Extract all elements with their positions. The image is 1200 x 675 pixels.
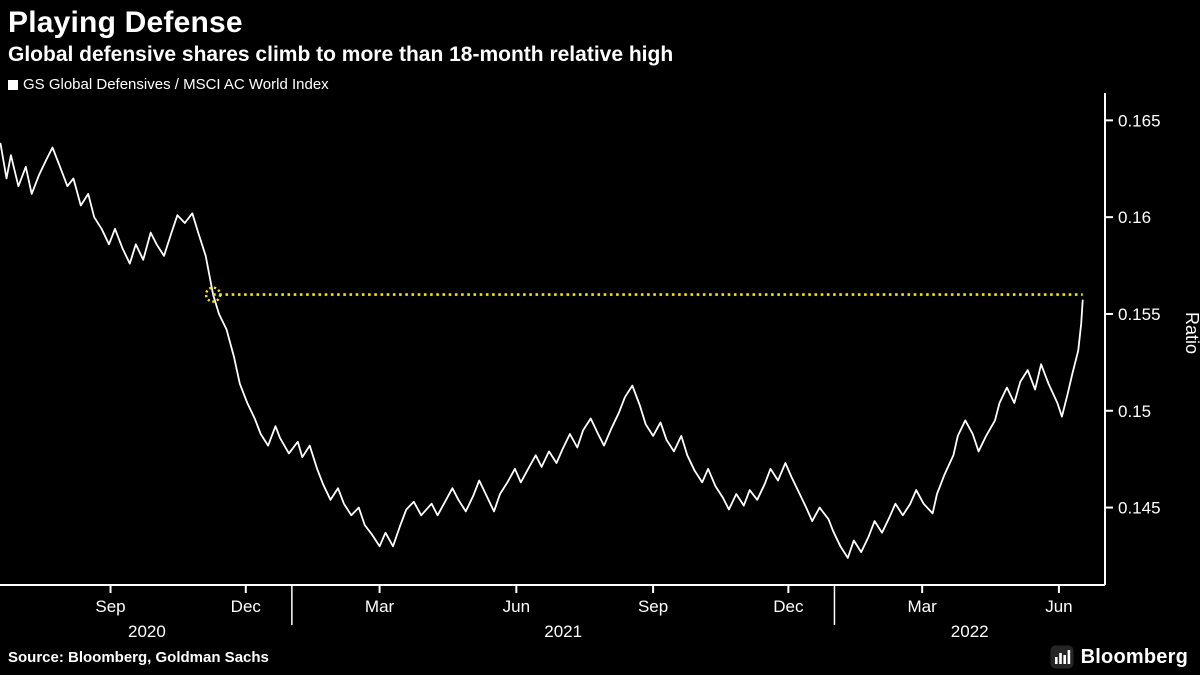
chart-svg: 0.165 0.16 0.155 0.15 0.145 Ratio Sep Dec Mar Jun… [0,93,1200,641]
x-tick-label: Mar [365,597,395,616]
x-tick-label: Sep [638,597,668,616]
y-axis-title: Ratio [1182,312,1200,354]
chart-header: Playing Defense Global defensive shares … [0,0,1200,93]
legend: GS Global Defensives / MSCI AC World Ind… [8,76,1190,93]
y-tick-label: 0.165 [1118,112,1161,131]
x-tick-label: Jun [1045,597,1072,616]
y-tick-label: 0.145 [1118,499,1161,518]
legend-label: GS Global Defensives / MSCI AC World Ind… [23,76,329,94]
bloomberg-logo-text: Bloomberg [1080,645,1188,668]
y-tick-label: 0.16 [1118,208,1151,227]
x-tick-label: Dec [231,597,262,616]
y-tick-label: 0.15 [1118,402,1151,421]
year-label: 2022 [951,622,989,641]
chart-title: Playing Defense [8,6,243,39]
y-tick-label: 0.155 [1118,305,1161,324]
year-label: 2020 [128,622,166,641]
reference-line-start-marker [204,286,222,303]
legend-swatch-icon [8,79,18,90]
x-tick-label: Sep [95,597,125,616]
bloomberg-logo-icon [1050,645,1074,669]
x-tick-label: Mar [908,597,938,616]
series-line [0,142,1084,559]
year-label: 2021 [544,622,582,641]
bloomberg-logo: Bloomberg [1050,645,1188,669]
chart-subtitle: Global defensive shares climb to more th… [8,43,674,66]
chart-area: 0.165 0.16 0.155 0.15 0.145 Ratio Sep Dec Mar Jun… [0,93,1200,643]
footer: Source: Bloomberg, Goldman Sachs Bloombe… [0,643,1200,675]
x-tick-label: Jun [503,597,530,616]
source-text: Source: Bloomberg, Goldman Sachs [8,648,269,666]
x-tick-label: Dec [773,597,804,616]
